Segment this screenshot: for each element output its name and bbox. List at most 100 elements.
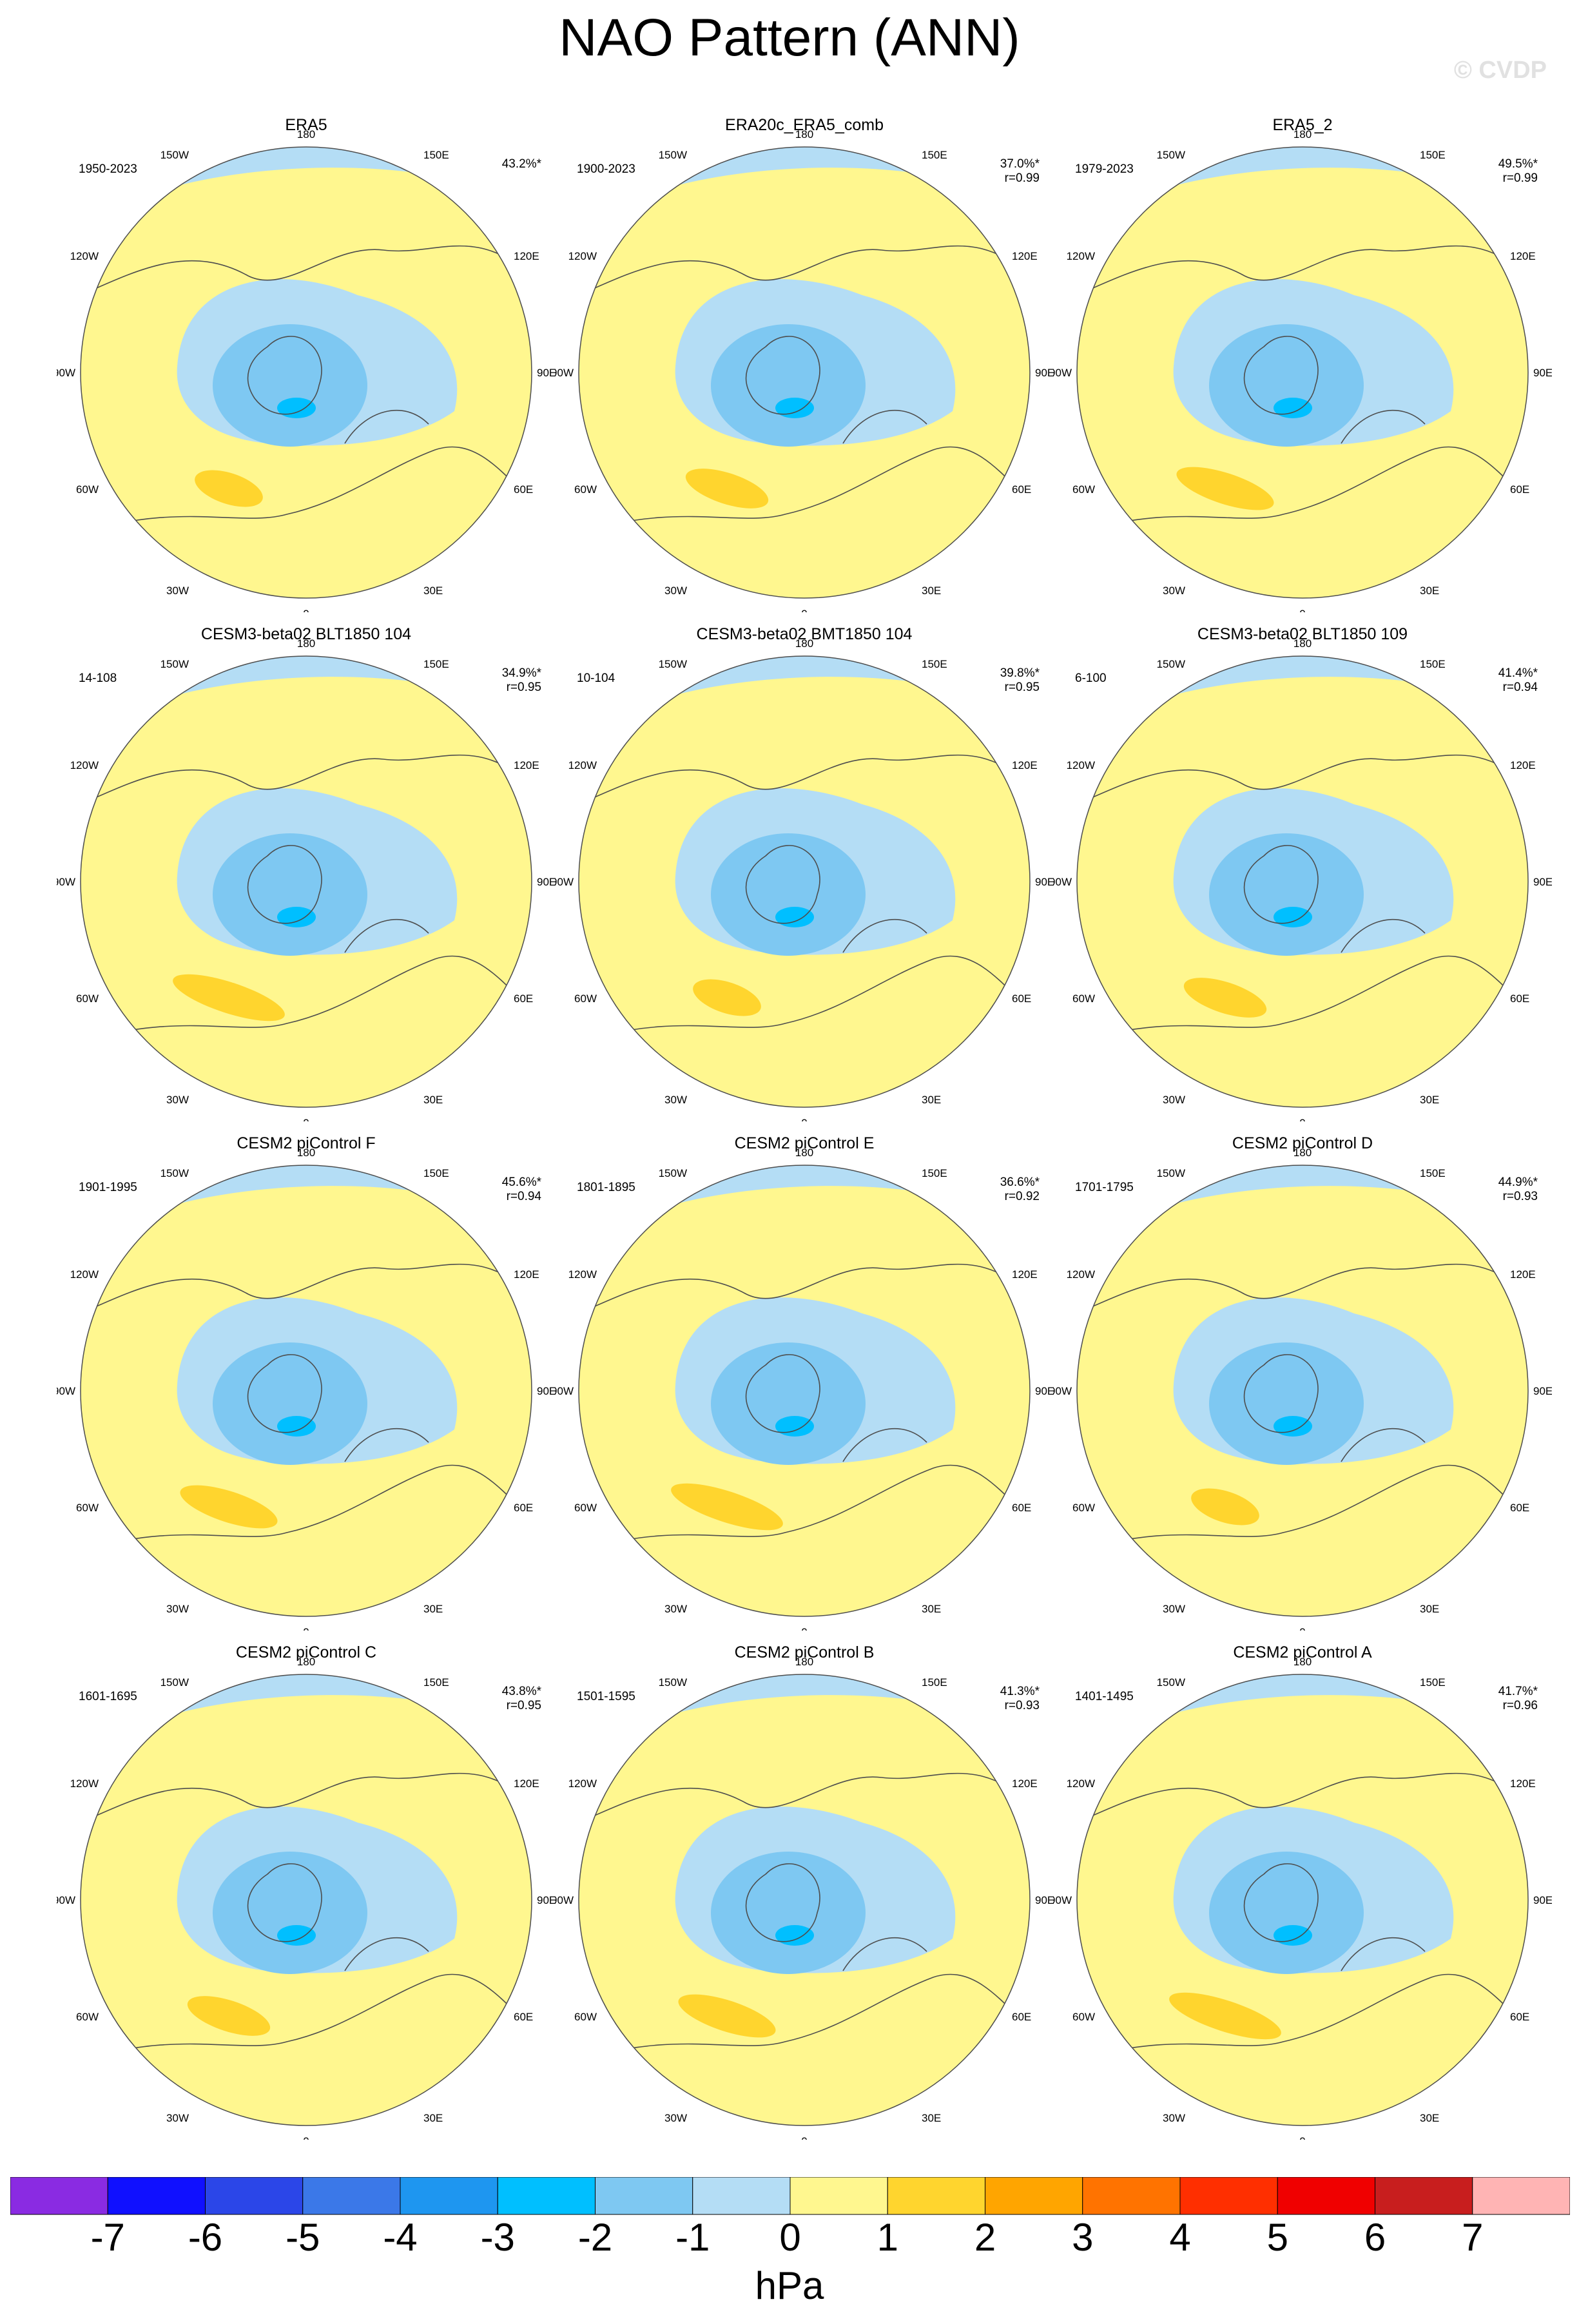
colorbar-swatch bbox=[595, 2177, 693, 2215]
polar-stereographic-map: 180 0 150W 150E 120W 120E 90W 90E 60W 60E 30W 30E bbox=[57, 128, 556, 612]
longitude-label: 30W bbox=[166, 1603, 189, 1615]
longitude-label: 90W bbox=[57, 1894, 75, 1906]
panel-title: CESM2 piControl B bbox=[734, 1643, 875, 1661]
panel-statistics: 49.5%* r=0.99 bbox=[1498, 157, 1538, 186]
longitude-label: 0 bbox=[801, 608, 807, 612]
colorbar-swatch bbox=[205, 2177, 304, 2215]
polar-stereographic-map: 180 0 150W 150E 120W 120E 90W 90E 60W 60E 30W 30E bbox=[555, 1147, 1054, 1631]
panel-title: ERA5_2 bbox=[1272, 116, 1333, 134]
longitude-label: 180 bbox=[795, 1147, 813, 1159]
panel-year-range: 10-104 bbox=[577, 672, 615, 685]
longitude-label: 60E bbox=[1012, 1502, 1031, 1514]
longitude-label: 30E bbox=[1420, 1603, 1439, 1615]
variance-explained: 49.5%* bbox=[1498, 157, 1538, 171]
panel-statistics: 43.8%* r=0.95 bbox=[502, 1685, 541, 1713]
pattern-correlation: r=0.96 bbox=[1502, 1699, 1538, 1712]
longitude-label: 150W bbox=[1157, 1167, 1185, 1179]
longitude-label: 60E bbox=[514, 483, 533, 496]
longitude-label: 120E bbox=[1012, 759, 1038, 771]
longitude-label: 180 bbox=[1293, 128, 1312, 140]
panel-statistics: 36.6%* r=0.92 bbox=[1000, 1176, 1040, 1204]
pattern-correlation: r=0.99 bbox=[1004, 171, 1040, 185]
longitude-label: 90E bbox=[1533, 1894, 1552, 1906]
longitude-label: 120E bbox=[1510, 759, 1536, 771]
longitude-label: 60E bbox=[1012, 993, 1031, 1005]
longitude-label: 30W bbox=[664, 2112, 687, 2124]
longitude-label: 120W bbox=[1067, 250, 1095, 262]
figure-title: NAO Pattern (ANN) bbox=[559, 8, 1020, 67]
panel-year-range: 1901-1995 bbox=[79, 1181, 137, 1194]
longitude-label: 0 bbox=[303, 1117, 309, 1121]
longitude-label: 90W bbox=[57, 1385, 75, 1397]
colorbar-tick: 6 bbox=[1364, 2216, 1386, 2259]
panel-title: ERA20c_ERA5_comb bbox=[725, 116, 884, 134]
longitude-label: 120W bbox=[568, 1268, 597, 1281]
longitude-label: 150W bbox=[1157, 1676, 1185, 1689]
variance-explained: 41.4%* bbox=[1498, 666, 1538, 680]
longitude-label: 90E bbox=[537, 367, 556, 379]
panel-year-range: 1801-1895 bbox=[577, 1181, 635, 1194]
longitude-label: 30E bbox=[1420, 585, 1439, 597]
longitude-label: 120E bbox=[514, 1777, 539, 1790]
colorbar-swatch bbox=[790, 2177, 888, 2215]
longitude-label: 180 bbox=[297, 1147, 315, 1159]
longitude-label: 120E bbox=[514, 1268, 539, 1281]
colorbar-swatch bbox=[1472, 2177, 1570, 2215]
map-panel: 180 0 150W 150E 120W 120E 90W 90E 60W 60E 30W 30E CE… bbox=[1053, 1643, 1552, 2140]
panel-title: CESM2 piControl C bbox=[235, 1643, 377, 1661]
panel-year-range: 6-100 bbox=[1075, 672, 1107, 685]
longitude-label: 180 bbox=[297, 637, 315, 650]
longitude-label: 0 bbox=[801, 1117, 807, 1121]
longitude-label: 150W bbox=[160, 1167, 189, 1179]
longitude-label: 90W bbox=[555, 876, 574, 888]
panel-statistics: 45.6%* r=0.94 bbox=[502, 1176, 541, 1204]
pattern-correlation: r=0.93 bbox=[1004, 1699, 1040, 1712]
map-panel: 180 0 150W 150E 120W 120E 90W 90E 60W 60E 30W 30E CE… bbox=[555, 1643, 1054, 2140]
longitude-label: 90W bbox=[57, 367, 75, 379]
map-panel: 180 0 150W 150E 120W 120E 90W 90E 60W 60E 30W 30E CE… bbox=[555, 1134, 1054, 1631]
longitude-label: 150E bbox=[1420, 149, 1446, 161]
panel-year-range: 1601-1695 bbox=[79, 1690, 137, 1703]
panel-year-range: 1950-2023 bbox=[79, 162, 137, 176]
colorbar-tick: 7 bbox=[1462, 2216, 1484, 2259]
panel-year-range: 1701-1795 bbox=[1075, 1181, 1134, 1194]
longitude-label: 120W bbox=[568, 250, 597, 262]
longitude-label: 0 bbox=[1299, 2135, 1305, 2140]
longitude-label: 120W bbox=[70, 759, 99, 771]
longitude-label: 60E bbox=[1510, 2011, 1529, 2023]
longitude-label: 180 bbox=[795, 1656, 813, 1668]
longitude-label: 90E bbox=[1035, 1894, 1054, 1906]
variance-explained: 37.0%* bbox=[1000, 157, 1040, 171]
longitude-label: 30E bbox=[922, 1603, 941, 1615]
panel-statistics: 39.8%* r=0.95 bbox=[1000, 666, 1040, 695]
longitude-label: 180 bbox=[1293, 637, 1312, 650]
variance-explained: 44.9%* bbox=[1498, 1176, 1538, 1189]
panel-title: CESM2 piControl D bbox=[1232, 1134, 1373, 1152]
polar-stereographic-map: 180 0 150W 150E 120W 120E 90W 90E 60W 60E 30W 30E bbox=[57, 637, 556, 1121]
polar-stereographic-map: 180 0 150W 150E 120W 120E 90W 90E 60W 60E 30W 30E bbox=[57, 1656, 556, 2140]
longitude-label: 90E bbox=[537, 1894, 556, 1906]
pattern-correlation: r=0.92 bbox=[1004, 1190, 1040, 1203]
longitude-label: 60W bbox=[574, 993, 597, 1005]
longitude-label: 30E bbox=[922, 2112, 941, 2124]
longitude-label: 150E bbox=[423, 149, 449, 161]
longitude-label: 150W bbox=[1157, 658, 1185, 670]
polar-stereographic-map: 180 0 150W 150E 120W 120E 90W 90E 60W 60E 30W 30E bbox=[555, 637, 1054, 1121]
longitude-label: 60W bbox=[574, 483, 597, 496]
longitude-label: 150W bbox=[160, 149, 189, 161]
colorbar-tick: -6 bbox=[188, 2216, 223, 2259]
colorbar-swatch bbox=[692, 2177, 791, 2215]
variance-explained: 45.6%* bbox=[501, 1176, 541, 1189]
longitude-label: 150W bbox=[659, 658, 687, 670]
map-panel: 180 0 150W 150E 120W 120E 90W 90E 60W 60E 30W 30E ER… bbox=[555, 116, 1054, 612]
longitude-label: 150E bbox=[423, 1676, 449, 1689]
pattern-correlation: r=0.95 bbox=[1004, 681, 1040, 694]
longitude-label: 60E bbox=[1510, 993, 1529, 1005]
colorbar-tick: 4 bbox=[1169, 2216, 1191, 2259]
panel-title: CESM3-beta02 BMT1850 104 bbox=[696, 625, 913, 643]
longitude-label: 150E bbox=[1420, 1167, 1446, 1179]
longitude-label: 150E bbox=[922, 1167, 947, 1179]
longitude-label: 180 bbox=[795, 128, 813, 140]
longitude-label: 60E bbox=[1012, 483, 1031, 496]
